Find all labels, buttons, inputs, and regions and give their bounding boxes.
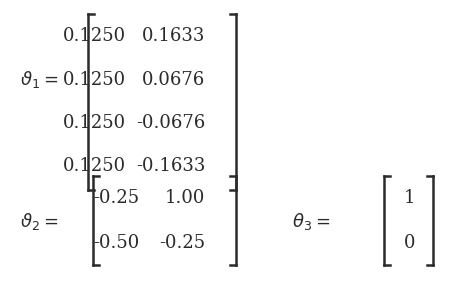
Text: -0.0676: -0.0676 bbox=[136, 114, 205, 132]
Text: 0.1250: 0.1250 bbox=[63, 70, 126, 89]
Text: 0.1250: 0.1250 bbox=[63, 27, 126, 45]
Text: 0.1250: 0.1250 bbox=[63, 157, 126, 175]
Text: 0: 0 bbox=[404, 234, 415, 252]
Text: 0.1250: 0.1250 bbox=[63, 114, 126, 132]
Text: -0.25: -0.25 bbox=[93, 189, 140, 207]
Text: $\vartheta_1 = $: $\vartheta_1 = $ bbox=[20, 69, 59, 90]
Text: -0.1633: -0.1633 bbox=[136, 157, 205, 175]
Text: 0.1633: 0.1633 bbox=[142, 27, 205, 45]
Text: -0.50: -0.50 bbox=[93, 234, 140, 252]
Text: $\vartheta_2 = $: $\vartheta_2 = $ bbox=[20, 212, 59, 232]
Text: 1.00: 1.00 bbox=[165, 189, 205, 207]
Text: -0.25: -0.25 bbox=[160, 234, 205, 252]
Text: 1: 1 bbox=[404, 189, 415, 207]
Text: $\theta_3 = $: $\theta_3 = $ bbox=[292, 212, 330, 232]
Text: 0.0676: 0.0676 bbox=[142, 70, 205, 89]
